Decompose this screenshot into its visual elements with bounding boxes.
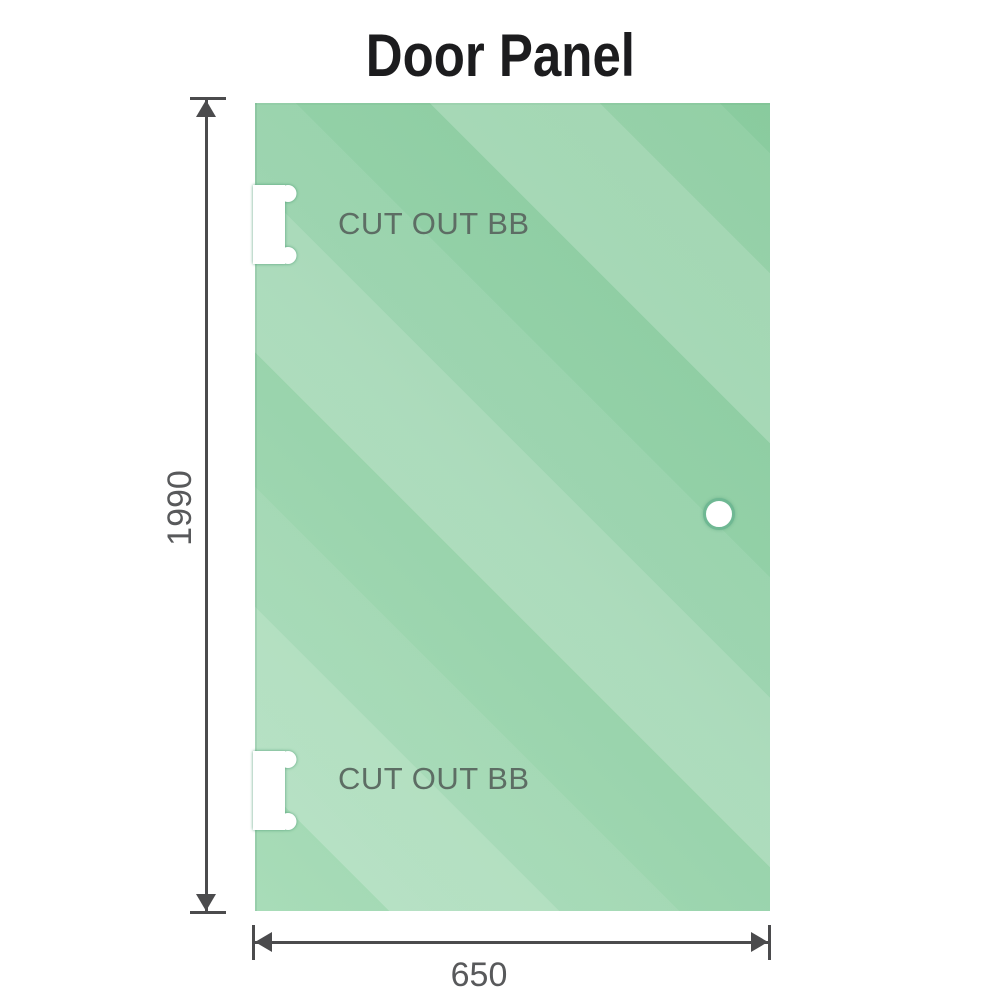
page-title: Door Panel: [0, 24, 1000, 88]
arrow-right-icon: [751, 932, 768, 952]
dim-cap-top: [190, 97, 226, 100]
dim-line-vertical: [205, 100, 208, 911]
glass-panel: [255, 103, 770, 911]
page-title-text: Door Panel: [365, 22, 635, 89]
cutout-label-bottom: CUT OUT BB: [338, 761, 530, 796]
dim-cap-left: [252, 925, 255, 960]
handle-hole-icon: [703, 498, 735, 530]
dim-line-horizontal: [254, 941, 769, 944]
hinge-cutout-top-icon: [253, 185, 297, 264]
cutout-label-top: CUT OUT BB: [338, 206, 530, 241]
arrow-down-icon: [196, 894, 216, 911]
width-dimension-label: 650: [450, 956, 508, 994]
dim-cap-bottom: [190, 911, 226, 914]
hinge-cutout-bottom-icon: [253, 751, 297, 830]
height-dimension-label: 1990: [161, 470, 199, 546]
arrow-left-icon: [255, 932, 272, 952]
dim-cap-right: [768, 925, 771, 960]
arrow-up-icon: [196, 100, 216, 117]
